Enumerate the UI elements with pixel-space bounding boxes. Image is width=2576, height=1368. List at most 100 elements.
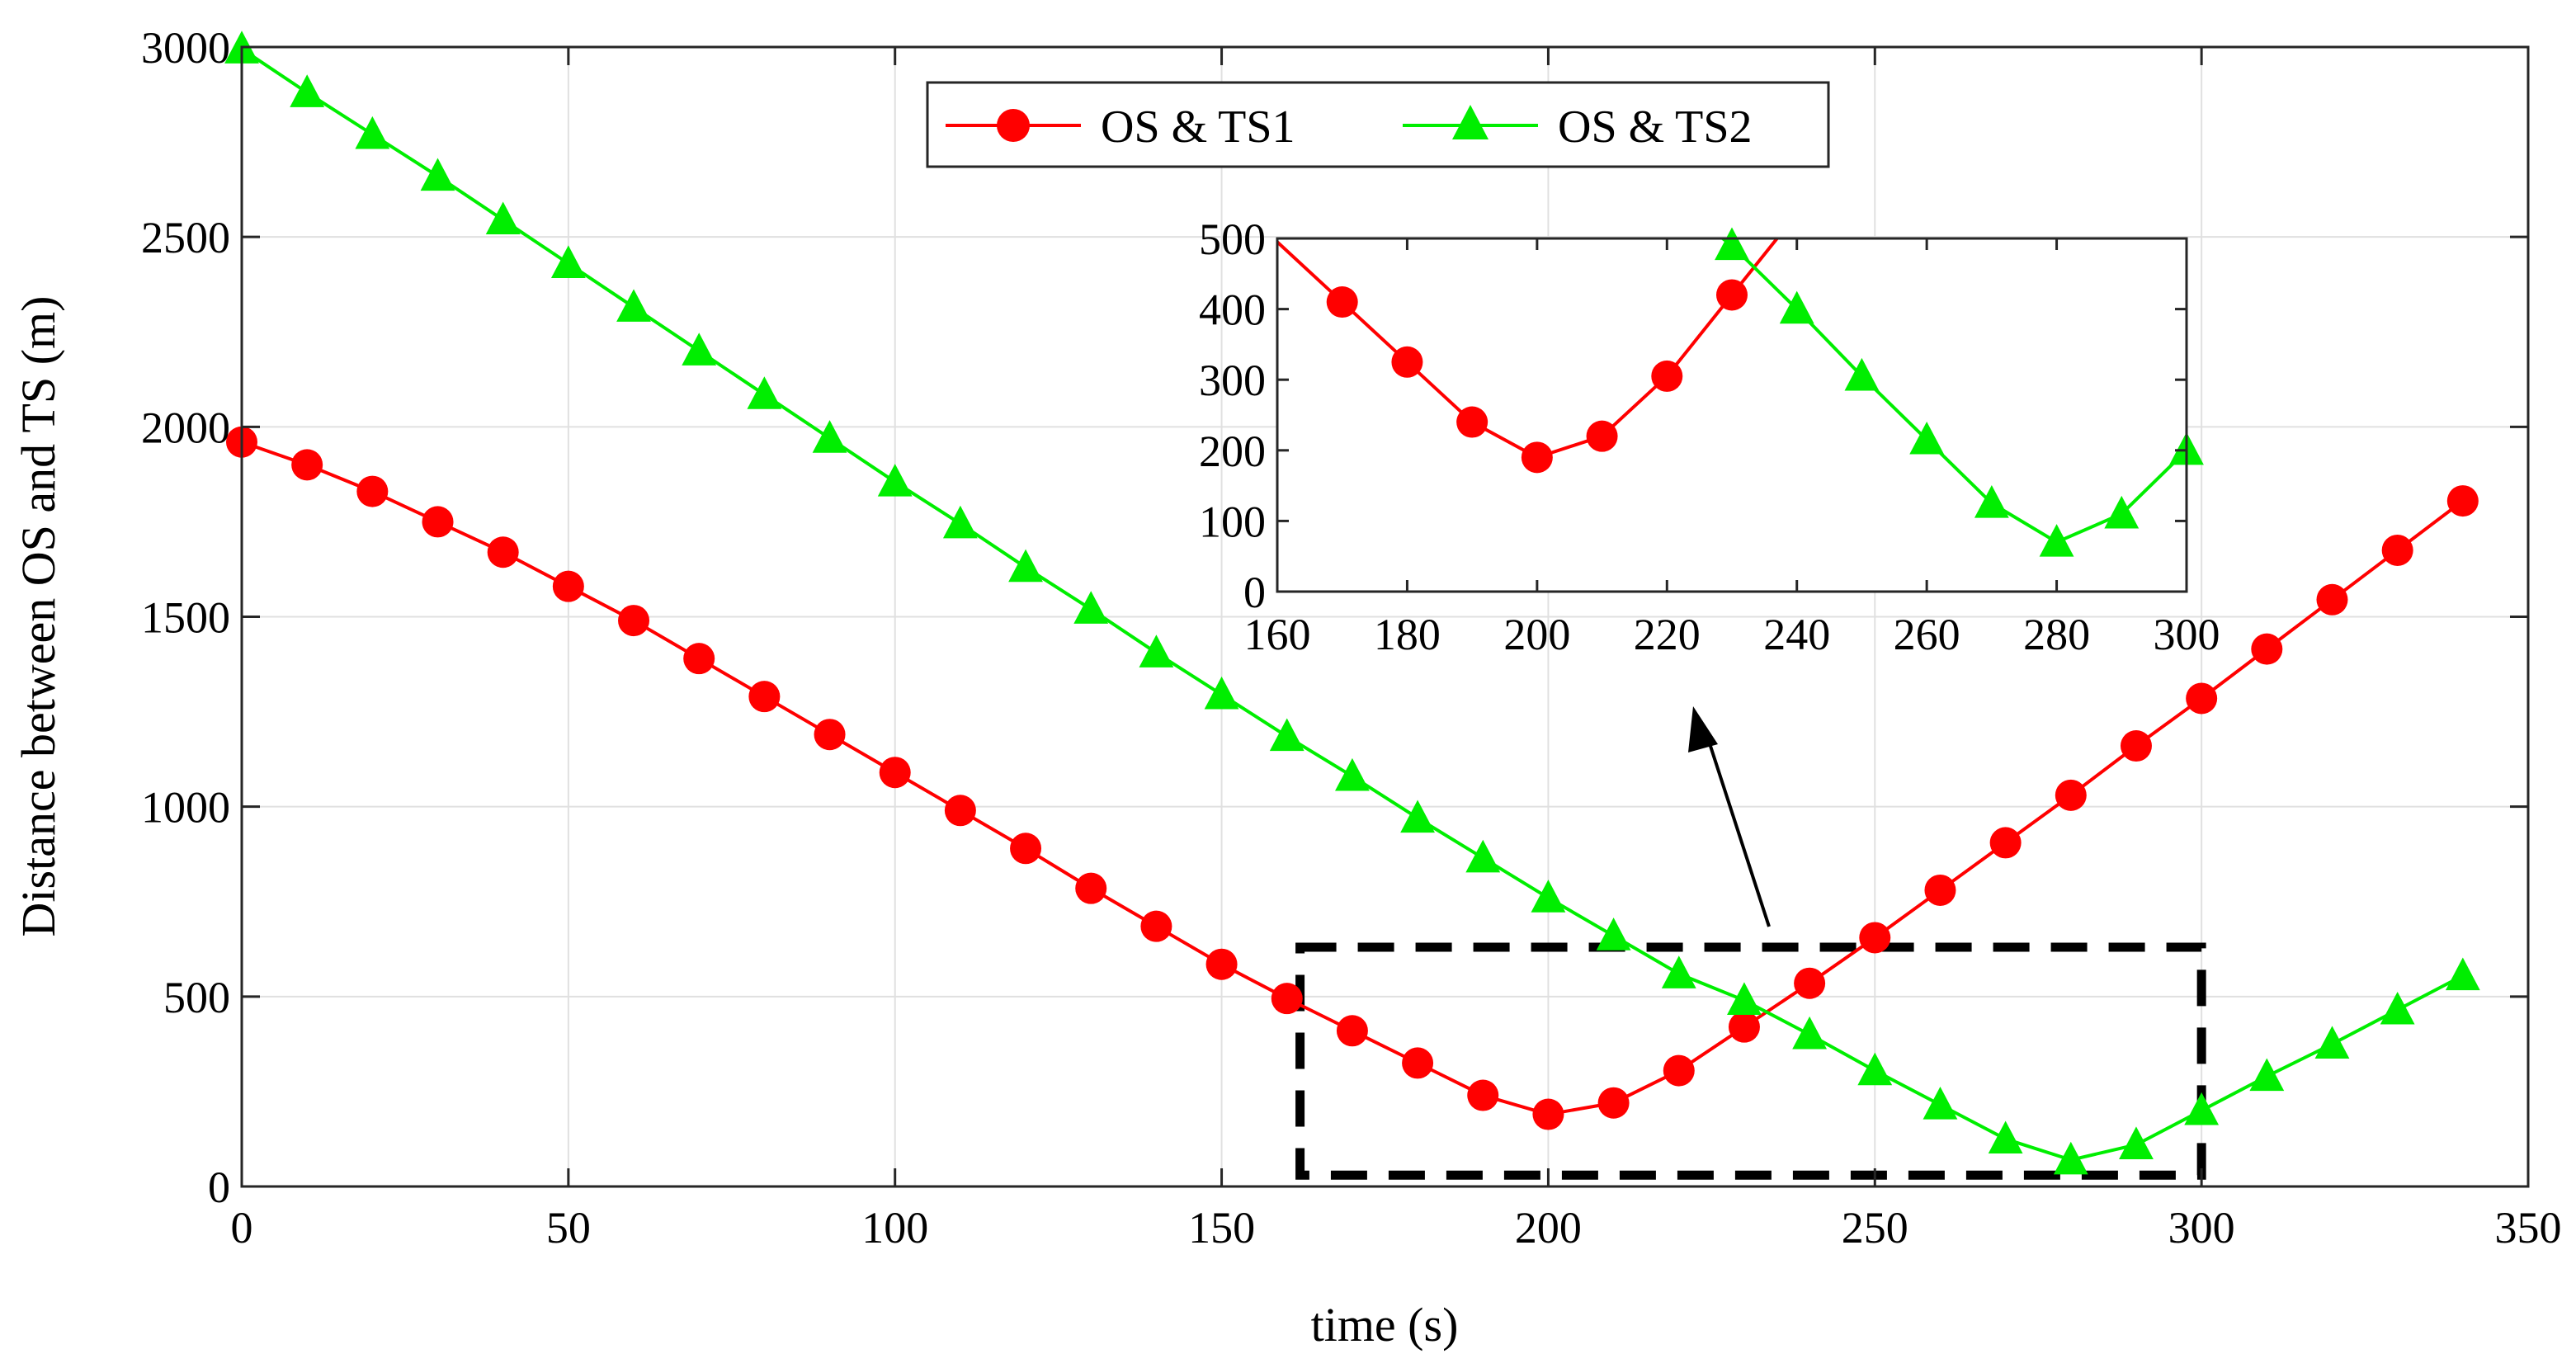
data-point-ts1 (1140, 910, 1172, 942)
inset-y-tick-label: 400 (1199, 285, 1266, 335)
data-point-ts2 (1400, 800, 1435, 833)
x-tick-label: 50 (546, 1203, 591, 1252)
x-tick-label: 0 (231, 1203, 253, 1252)
data-point-ts1 (422, 506, 454, 538)
inset-y-tick-label: 200 (1199, 427, 1266, 476)
data-point-ts1 (879, 757, 911, 789)
main-series-layer (224, 31, 2480, 1175)
data-point-ts1 (2251, 633, 2283, 665)
y-tick-label: 2000 (141, 403, 230, 452)
x-axis-label: time (s) (1311, 1298, 1459, 1351)
inset-markers (1326, 227, 2204, 557)
data-point-ts1 (2186, 682, 2218, 715)
y-tick-label: 2500 (141, 213, 230, 262)
data-point-ts2 (2184, 1092, 2220, 1125)
data-point-ts2 (2314, 1026, 2350, 1059)
inset-x-tick-label: 220 (1634, 610, 1701, 659)
data-point-ts1 (814, 719, 846, 751)
inset-data-point-ts2 (1909, 421, 1945, 455)
inset-plot: 160 180 200 220 240 260 280 300 0 100 200 300 400 500 (1199, 215, 2220, 659)
x-tick-label: 350 (2495, 1203, 2562, 1252)
data-point-ts1 (1728, 1011, 1760, 1043)
data-point-ts1 (1597, 1087, 1630, 1119)
zoom-arrow-head (1688, 706, 1718, 752)
data-point-ts2 (1139, 634, 1174, 667)
data-point-ts2 (485, 201, 521, 235)
data-point-ts2 (1661, 955, 1696, 988)
data-point-ts1 (2055, 779, 2087, 811)
inset-series-layer (1277, 227, 2204, 557)
data-point-ts1 (1336, 1015, 1368, 1047)
inset-x-tick-label: 280 (2023, 610, 2090, 659)
legend-marker-ts2 (1452, 105, 1489, 139)
zoom-region-box (1295, 942, 2206, 1180)
y-axis-label: Distance between OS and TS (m) (12, 296, 65, 937)
data-point-ts1 (2381, 534, 2413, 566)
data-point-ts2 (1923, 1087, 1958, 1120)
data-point-ts2 (1531, 880, 1566, 913)
data-point-ts2 (2380, 991, 2415, 1025)
data-point-ts1 (1075, 872, 1107, 904)
inset-x-tick-label: 240 (1763, 610, 1830, 659)
data-point-ts1 (1467, 1079, 1499, 1111)
inset-data-point-ts1 (1651, 360, 1683, 392)
data-point-ts1 (2120, 730, 2152, 762)
inset-data-point-ts1 (1586, 420, 1618, 452)
inset-series-line-ts2 (1720, 238, 2187, 545)
inset-data-point-ts1 (1716, 279, 1748, 311)
data-point-ts2 (2249, 1058, 2285, 1092)
data-point-ts1 (748, 681, 781, 713)
legend-entry-ts2: OS & TS2 (1403, 101, 1752, 153)
inset-data-point-ts1 (1391, 346, 1423, 378)
legend-entry-ts1: OS & TS1 (946, 101, 1295, 153)
inset-data-point-ts2 (2104, 495, 2140, 529)
data-point-ts1 (552, 570, 584, 602)
inset-y-tick-label: 100 (1199, 497, 1266, 546)
inset-y-tick-label: 500 (1199, 215, 1266, 264)
inset-data-point-ts2 (1779, 290, 1814, 324)
data-point-ts2 (2053, 1141, 2088, 1175)
data-point-ts1 (1989, 827, 2022, 859)
data-point-ts1 (618, 605, 650, 637)
zoom-arrow-shaft (1706, 738, 1771, 927)
data-point-ts2 (355, 116, 390, 149)
data-point-ts2 (1727, 982, 1762, 1016)
data-point-ts1 (944, 795, 976, 827)
data-point-ts1 (1205, 948, 1238, 980)
y-tick-label: 1000 (141, 783, 230, 833)
zoom-arrow (1688, 706, 1771, 927)
main-ticks: 0 50 100 150 200 250 300 3500500100015002000250… (141, 23, 2562, 1252)
data-point-ts2 (1269, 718, 1305, 752)
zoom-box-layer (1295, 942, 2206, 1180)
inset-data-point-ts1 (1521, 441, 1553, 474)
inset-data-point-ts2 (1974, 485, 2009, 518)
data-point-ts1 (1794, 967, 1826, 999)
legend-label-ts2: OS & TS2 (1558, 101, 1752, 153)
data-point-ts1 (1859, 922, 1891, 954)
inset-axes-frame (1276, 237, 2188, 593)
data-point-ts2 (420, 158, 455, 191)
data-point-ts2 (682, 333, 717, 366)
data-point-ts1 (487, 536, 519, 568)
data-point-ts1 (291, 449, 323, 481)
data-point-ts1 (1924, 874, 1956, 906)
data-point-ts2 (1073, 591, 1109, 624)
data-point-ts2 (550, 245, 586, 278)
legend-label-ts1: OS & TS1 (1101, 101, 1295, 153)
data-point-ts2 (2119, 1126, 2154, 1159)
inset-x-tick-label: 180 (1374, 610, 1441, 659)
data-point-ts1 (683, 643, 715, 675)
y-tick-label: 0 (208, 1163, 230, 1212)
inset-x-tick-label: 300 (2154, 610, 2220, 659)
data-point-ts2 (812, 420, 847, 453)
data-point-ts2 (1596, 918, 1631, 951)
data-point-ts2 (747, 376, 782, 409)
data-point-ts2 (290, 74, 325, 107)
data-point-ts2 (616, 289, 651, 322)
inset-x-tick-label: 160 (1244, 610, 1311, 659)
data-point-ts2 (877, 464, 913, 497)
inset-data-point-ts2 (1844, 357, 1880, 391)
data-point-ts1 (2316, 583, 2348, 616)
data-point-ts2 (1335, 757, 1370, 791)
data-point-ts2 (1988, 1120, 2023, 1154)
